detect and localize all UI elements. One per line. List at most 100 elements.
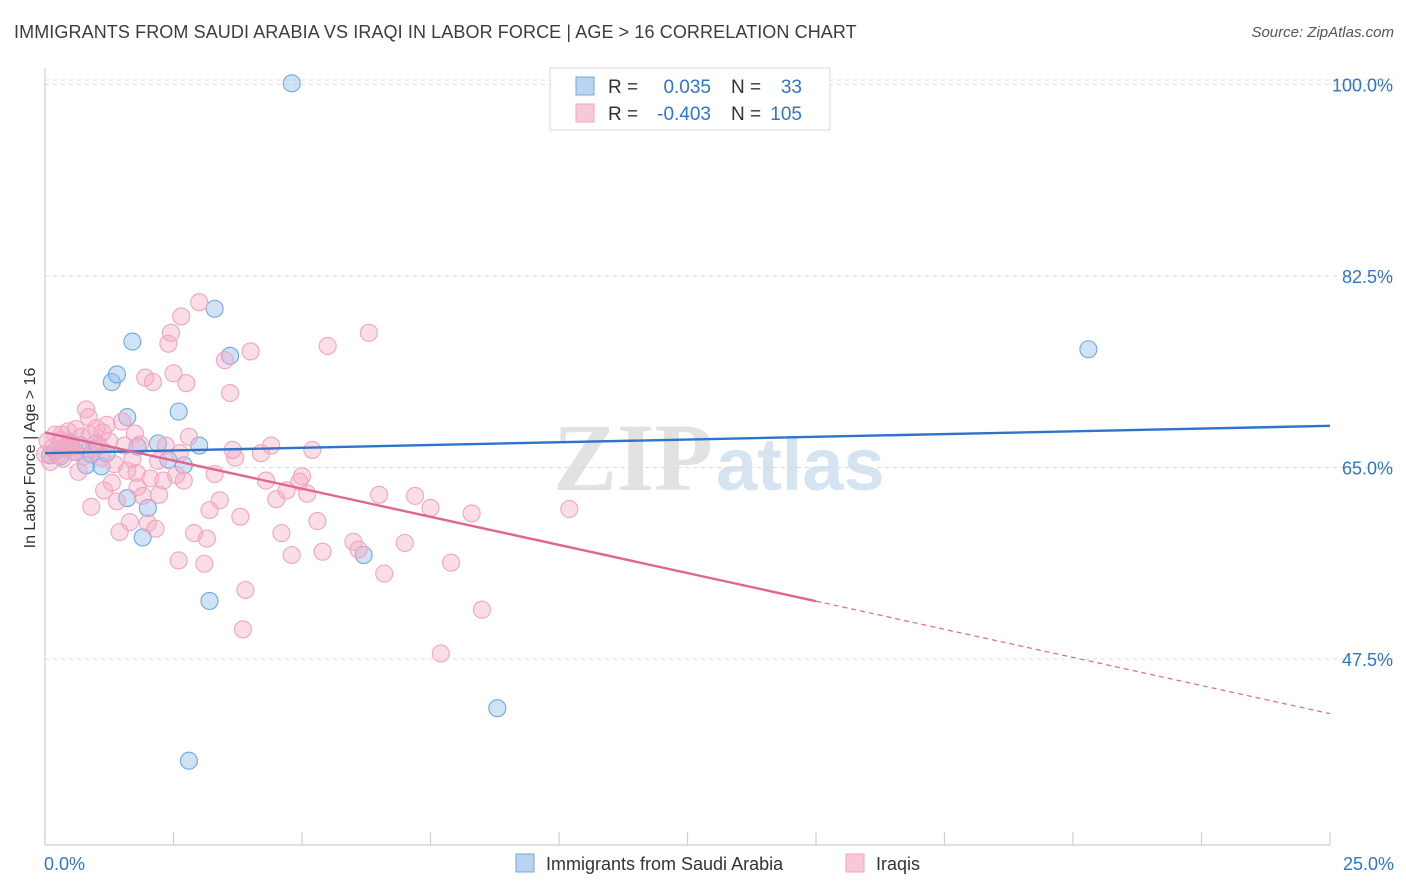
y-tick-label: 82.5%	[1342, 267, 1393, 287]
watermark-zip: ZIP	[553, 404, 713, 511]
x-tick-label-min: 0.0%	[44, 854, 85, 874]
point-iraqis	[177, 374, 196, 393]
point-iraqis	[220, 383, 240, 403]
stats-n-value-blue: 33	[781, 77, 802, 98]
point-iraqis	[375, 564, 394, 583]
point-saudi-arabia	[179, 751, 198, 770]
point-iraqis	[308, 512, 327, 531]
point-saudi-arabia	[354, 545, 373, 565]
point-iraqis	[210, 491, 229, 510]
point-iraqis	[107, 492, 127, 511]
point-saudi-arabia	[1079, 340, 1098, 359]
point-iraqis	[161, 323, 180, 342]
point-saudi-arabia	[133, 528, 152, 547]
point-iraqis	[133, 486, 152, 505]
point-iraqis	[272, 524, 291, 543]
stats-legend-swatch-blue	[575, 76, 595, 96]
point-iraqis	[431, 644, 450, 663]
stats-legend-swatch-pink	[575, 103, 595, 123]
point-iraqis	[146, 519, 165, 538]
point-iraqis	[110, 522, 129, 542]
stats-r-label-blue: R =	[608, 77, 638, 98]
point-iraqis	[174, 471, 193, 490]
point-iraqis	[370, 485, 389, 504]
point-iraqis	[143, 373, 162, 392]
point-iraqis	[169, 551, 188, 570]
point-iraqis	[215, 351, 234, 370]
trend-line-iraqis	[44, 431, 817, 603]
point-saudi-arabia	[138, 498, 157, 517]
stats-n-value-pink: 105	[770, 104, 802, 125]
legend-label-iraqis: Iraqis	[876, 854, 920, 874]
point-saudi-arabia	[107, 365, 127, 384]
x-tick-label-max: 25.0%	[1343, 854, 1394, 874]
point-saudi-arabia	[282, 74, 301, 93]
trend-lines	[44, 424, 1331, 715]
legend-swatch-iraqis	[845, 853, 865, 873]
series-legend: Immigrants from Saudi Arabia Iraqis	[515, 853, 920, 874]
point-iraqis	[349, 540, 368, 559]
point-iraqis	[359, 323, 378, 342]
point-saudi-arabia	[123, 332, 142, 351]
trend-line-iraqis-extrapolated	[815, 600, 1331, 715]
axes	[44, 68, 1331, 846]
point-iraqis	[303, 440, 322, 459]
point-iraqis	[313, 542, 332, 561]
point-iraqis	[69, 462, 88, 481]
point-iraqis	[231, 507, 250, 526]
point-iraqis	[179, 427, 198, 446]
stats-n-label-pink: N =	[731, 104, 761, 125]
point-iraqis	[241, 342, 260, 361]
point-iraqis	[472, 600, 491, 619]
point-iraqis	[442, 553, 461, 572]
point-iraqis	[95, 481, 114, 500]
point-iraqis	[421, 498, 440, 517]
point-iraqis	[190, 293, 209, 312]
point-iraqis	[318, 336, 337, 356]
point-iraqis	[125, 424, 144, 443]
stats-r-value-blue: 0.035	[663, 77, 711, 98]
stats-n-label-blue: N =	[731, 77, 761, 98]
series-iraqis-points	[35, 293, 579, 663]
stats-r-value-pink: -0.403	[657, 104, 711, 125]
y-axis-label: In Labor Force | Age > 16	[22, 368, 39, 549]
y-tick-labels: 47.5% 65.0% 82.5% 100.0%	[1332, 75, 1393, 670]
point-iraqis	[82, 497, 101, 516]
point-iraqis	[150, 485, 169, 504]
y-tick-label: 65.0%	[1342, 458, 1393, 478]
chart-title: IMMIGRANTS FROM SAUDI ARABIA VS IRAQI IN…	[14, 22, 857, 42]
point-iraqis	[159, 334, 178, 353]
point-iraqis	[195, 554, 214, 573]
grid-lines	[45, 79, 1394, 660]
point-iraqis	[170, 444, 189, 463]
point-iraqis	[560, 499, 579, 519]
watermark: ZIP atlas	[553, 404, 885, 511]
point-iraqis	[406, 486, 425, 505]
stats-legend: R = 0.035 N = 33 R = -0.403 N = 105	[549, 67, 831, 131]
legend-label-saudi-arabia: Immigrants from Saudi Arabia	[546, 854, 784, 874]
point-iraqis	[236, 580, 255, 600]
point-saudi-arabia	[200, 591, 219, 611]
trend-line-saudi-arabia	[44, 424, 1331, 455]
stats-legend-frame	[549, 67, 831, 131]
point-iraqis	[128, 478, 147, 497]
stats-r-label-pink: R =	[608, 104, 638, 125]
point-iraqis	[282, 545, 301, 565]
point-iraqis	[102, 473, 121, 492]
point-iraqis	[462, 504, 481, 523]
point-iraqis	[233, 620, 252, 639]
y-tick-label: 100.0%	[1332, 75, 1393, 95]
point-iraqis	[262, 436, 281, 455]
point-saudi-arabia	[169, 402, 188, 421]
point-iraqis	[290, 472, 309, 491]
point-iraqis	[113, 412, 132, 431]
point-iraqis	[197, 529, 216, 548]
point-iraqis	[127, 463, 146, 482]
point-saudi-arabia	[488, 699, 507, 718]
source-label: Source: ZipAtlas.com	[1251, 24, 1394, 41]
y-tick-label: 47.5%	[1342, 650, 1393, 670]
point-iraqis	[395, 533, 414, 553]
legend-swatch-saudi-arabia	[515, 853, 535, 873]
point-saudi-arabia	[205, 299, 224, 318]
